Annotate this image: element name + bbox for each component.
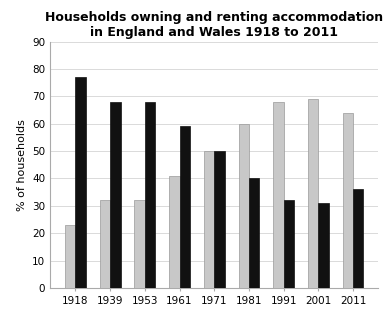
- Bar: [214, 151, 225, 288]
- Bar: [284, 200, 294, 288]
- Bar: [249, 179, 259, 288]
- Bar: [100, 200, 110, 288]
- Bar: [353, 189, 363, 288]
- Title: Households owning and renting accommodation
in England and Wales 1918 to 2011: Households owning and renting accommodat…: [45, 11, 383, 39]
- Bar: [342, 113, 353, 288]
- Bar: [145, 102, 155, 288]
- Y-axis label: % of households: % of households: [17, 119, 27, 211]
- Bar: [239, 124, 249, 288]
- Bar: [110, 102, 120, 288]
- Bar: [308, 99, 318, 288]
- Bar: [76, 77, 86, 288]
- Bar: [179, 126, 190, 288]
- Bar: [273, 102, 284, 288]
- Bar: [134, 200, 145, 288]
- Bar: [65, 225, 76, 288]
- Bar: [318, 203, 329, 288]
- Bar: [204, 151, 214, 288]
- Bar: [169, 176, 179, 288]
